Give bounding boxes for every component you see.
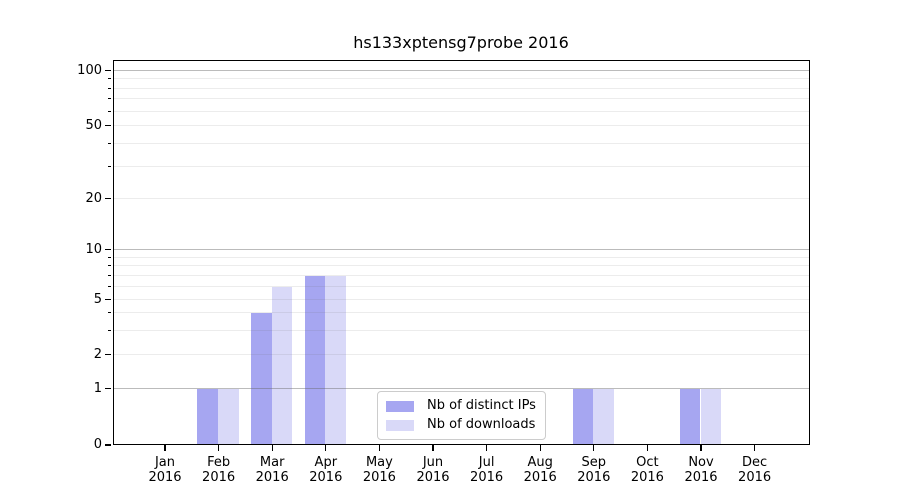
legend-item: Nb of distinct IPs: [386, 398, 536, 414]
y-tick-mark: [105, 387, 111, 390]
y-minor-tick-mark: [107, 329, 111, 331]
y-tick-mark: [105, 248, 111, 251]
y-minor-tick-mark: [107, 110, 111, 112]
bar-downloads-apr: [325, 275, 347, 444]
grid-line-major: [113, 70, 809, 72]
grid-line-minor: [113, 165, 809, 167]
x-tick-label: Dec 2016: [738, 455, 772, 485]
y-minor-tick-mark: [107, 125, 111, 126]
y-minor-tick-mark: [107, 165, 111, 167]
x-tick-label: Jan 2016: [148, 455, 182, 485]
grid-line-minor: [113, 312, 809, 314]
x-tick-label: Nov 2016: [684, 455, 718, 485]
y-tick-label: 2: [93, 346, 102, 362]
x-tick-label: Sep 2016: [577, 455, 611, 485]
legend-swatch: [386, 400, 414, 412]
grid-line-minor: [113, 110, 809, 112]
bar-downloads-mar: [271, 286, 293, 444]
x-tick-mark: [378, 445, 381, 451]
plot-area: [112, 60, 810, 445]
x-tick-label: Apr 2016: [309, 455, 343, 485]
y-minor-tick-mark: [107, 285, 111, 287]
y-tick-label: 20: [85, 190, 102, 206]
grid-line-major: [113, 388, 809, 390]
y-minor-tick-mark: [107, 274, 111, 276]
y-minor-tick-mark: [107, 87, 111, 89]
x-tick-mark: [593, 445, 595, 451]
x-tick-mark: [486, 445, 488, 451]
y-tick-mark: [105, 69, 111, 72]
legend: Nb of distinct IPs Nb of downloads: [377, 391, 546, 440]
x-tick-label: Mar 2016: [255, 455, 289, 485]
grid-line-minor: [113, 354, 809, 355]
grid-line-minor: [113, 125, 809, 126]
grid-line-minor: [113, 87, 809, 89]
grid-line-minor: [113, 142, 809, 144]
legend-swatch: [386, 419, 414, 431]
y-tick-label: 10: [85, 241, 102, 257]
x-tick-mark: [325, 445, 327, 451]
bar-distinct-ips-nov: [679, 389, 701, 444]
y-minor-tick-mark: [107, 198, 111, 199]
x-tick-mark: [700, 445, 702, 451]
grid-line-minor: [113, 256, 809, 258]
x-tick-label: Jul 2016: [470, 455, 504, 485]
y-minor-tick-mark: [107, 265, 111, 267]
bar-distinct-ips-apr: [304, 275, 326, 444]
y-minor-tick-mark: [107, 256, 111, 258]
grid-line-minor: [113, 274, 809, 276]
chart-title: hs133xptensg7probe 2016: [353, 33, 569, 52]
x-tick-mark: [164, 445, 166, 451]
x-tick-label: Oct 2016: [630, 455, 664, 485]
grid-line-minor: [113, 299, 809, 300]
x-tick-label: Aug 2016: [523, 455, 557, 485]
bar-downloads-sep: [593, 389, 615, 444]
bar-downloads-feb: [218, 389, 239, 444]
y-minor-tick-mark: [107, 299, 111, 300]
x-tick-mark: [646, 445, 649, 451]
bar-distinct-ips-mar: [250, 313, 272, 444]
y-tick-label: 100: [77, 62, 102, 78]
x-tick-mark: [754, 445, 756, 451]
grid-line-minor: [113, 285, 809, 287]
y-tick-label: 50: [85, 117, 102, 133]
legend-label: Nb of downloads: [427, 417, 536, 432]
grid-line-minor: [113, 329, 809, 331]
y-tick-label: 0: [93, 437, 102, 452]
bar-downloads-nov: [700, 389, 722, 444]
y-minor-tick-mark: [107, 312, 111, 314]
grid-line-minor: [113, 98, 809, 100]
x-tick-mark: [271, 445, 273, 451]
x-tick-mark: [539, 445, 541, 451]
y-minor-tick-mark: [107, 98, 111, 100]
y-minor-tick-mark: [107, 354, 111, 355]
x-tick-label: Jun 2016: [416, 455, 450, 485]
y-tick-label: 1: [93, 380, 102, 396]
x-tick-label: Feb 2016: [202, 455, 236, 485]
x-tick-label: May 2016: [362, 455, 396, 485]
legend-item: Nb of downloads: [386, 417, 536, 433]
y-minor-tick-mark: [107, 78, 111, 80]
x-tick-mark: [218, 445, 220, 451]
grid-line-minor: [113, 198, 809, 199]
y-minor-tick-mark: [107, 142, 111, 144]
y-tick-label: 5: [93, 291, 102, 307]
y-tick-mark: [105, 444, 111, 446]
grid-line-major: [113, 249, 809, 251]
bar-distinct-ips-feb: [197, 389, 219, 444]
legend-label: Nb of distinct IPs: [427, 398, 536, 413]
grid-line-minor: [113, 78, 809, 80]
x-tick-mark: [432, 445, 434, 451]
grid-line-minor: [113, 265, 809, 267]
bar-distinct-ips-sep: [572, 389, 594, 444]
